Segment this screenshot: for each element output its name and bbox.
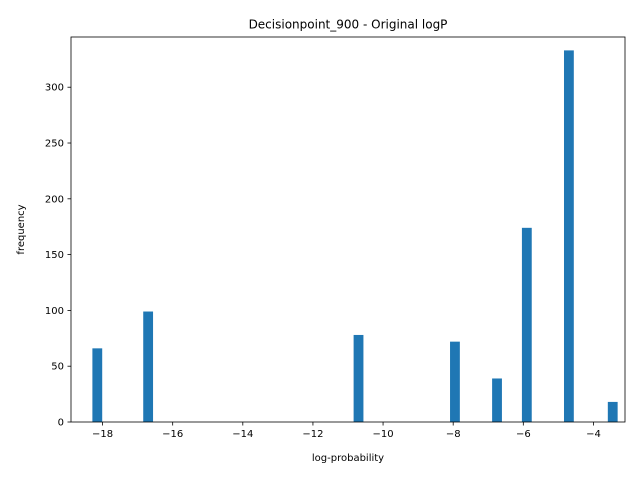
y-tick-label: 300 <box>45 83 64 94</box>
x-tick-label: −10 <box>373 429 394 440</box>
bars-group <box>92 50 618 423</box>
x-tick-label: −16 <box>162 429 183 440</box>
y-tick-label: 150 <box>45 250 64 261</box>
y-axis-title: frequency <box>16 204 27 254</box>
x-axis: −18 −16 −14 −12 −10 −8 −6 −4 <box>92 422 601 440</box>
bar-3 <box>450 341 460 422</box>
bar-7 <box>607 401 618 422</box>
y-tick-label: 0 <box>58 418 64 429</box>
y-tick-label: 100 <box>45 306 64 317</box>
bar-5 <box>521 227 532 422</box>
x-tick-label: −4 <box>586 429 601 440</box>
plot-frame <box>70 36 626 423</box>
y-tick-label: 250 <box>45 139 64 150</box>
x-tick-label: −8 <box>446 429 461 440</box>
bar-2 <box>353 334 364 422</box>
chart-title: Decisionpoint_900 - Original logP <box>249 18 448 32</box>
x-axis-title: log-probability <box>312 453 384 464</box>
x-tick-label: −12 <box>302 429 323 440</box>
y-tick-label: 200 <box>45 194 64 205</box>
bar-0 <box>92 348 103 422</box>
x-tick-label: −18 <box>92 429 113 440</box>
bar-4 <box>492 378 502 422</box>
bar-1 <box>143 311 154 422</box>
x-tick-label: −6 <box>516 429 531 440</box>
y-tick-label: 50 <box>51 362 64 373</box>
x-tick-label: −14 <box>232 429 253 440</box>
y-axis: 0 50 100 150 200 250 300 <box>45 83 71 429</box>
bar-6 <box>563 50 574 423</box>
